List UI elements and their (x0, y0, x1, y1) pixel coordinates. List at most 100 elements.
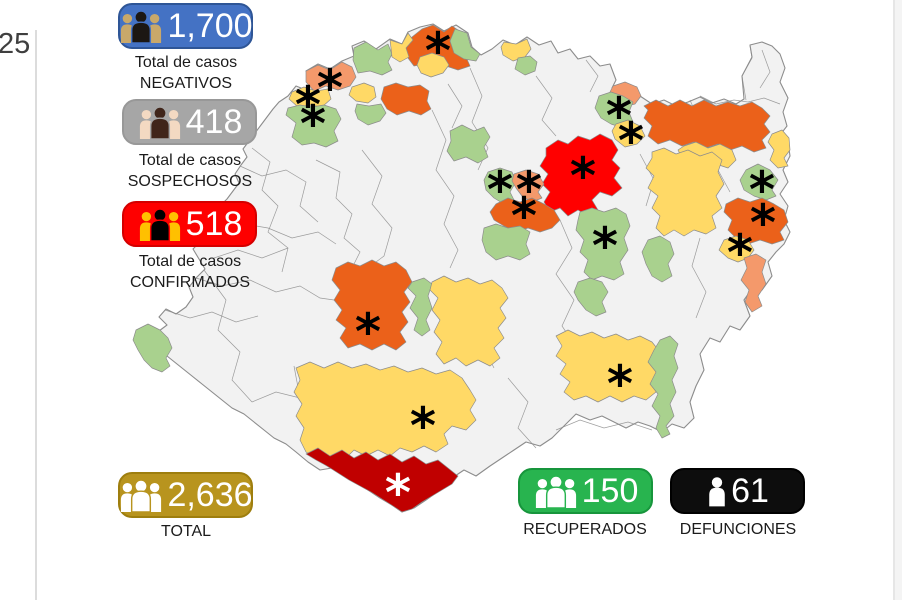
stat-label-line1: Total de casos (138, 152, 242, 169)
municipality-border (741, 45, 753, 101)
stat-badge-total: 2,636 (118, 472, 253, 518)
municipality-border (431, 109, 459, 269)
stat-label-line1: TOTAL (160, 523, 212, 540)
stat-value-recuperados: 150 (581, 472, 639, 510)
municipality-border (361, 149, 393, 269)
municipality-region-green (573, 277, 609, 317)
municipality-region-orange (331, 259, 413, 351)
case-asterisk: * (607, 355, 633, 413)
people-group-icon (533, 474, 579, 508)
stat-label-total: TOTAL (95, 521, 277, 542)
stat-badge-recuperados: 150 (518, 468, 653, 514)
municipality-region-orange (380, 82, 432, 116)
municipality-region-yellow (348, 82, 377, 104)
municipality-region-green (739, 163, 779, 201)
municipality-region-green (514, 55, 538, 76)
case-asterisk: * (385, 464, 411, 522)
case-asterisk: * (516, 161, 542, 219)
municipality-region-yellow (416, 52, 450, 78)
municipality-border (213, 247, 289, 259)
municipality-region-green (594, 91, 634, 129)
case-asterisk: * (749, 161, 775, 219)
case-asterisk: * (570, 147, 596, 205)
municipality-region-yellow (767, 129, 791, 169)
municipality-region-green (446, 124, 491, 164)
municipality-region-orange (723, 197, 789, 245)
stat-label-line1: Total de casos (138, 253, 242, 270)
municipality-region-darkred (305, 447, 459, 513)
municipality-border (239, 165, 319, 223)
municipality-region-green (354, 103, 387, 126)
stat-value-confirmados: 518 (185, 205, 243, 243)
stat-label-recuperados: RECUPERADOS (494, 519, 676, 540)
municipality-border (717, 169, 731, 193)
right-edge-strip (895, 0, 902, 600)
stat-label-defunciones: DEFUNCIONES (647, 519, 829, 540)
municipality-region-green (449, 28, 481, 62)
case-asterisk: * (355, 303, 381, 361)
stat-label-sospechosos: Total de casos SOSPECHOSOS (99, 150, 281, 192)
case-asterisk: * (300, 95, 326, 153)
municipality-region-orange (643, 99, 771, 153)
municipality-border (585, 59, 599, 93)
stat-label-line2: CONFIRMADOS (130, 274, 250, 291)
municipality-border (555, 219, 575, 339)
people-group-icon (118, 478, 164, 512)
municipality-region-green (132, 323, 173, 373)
case-asterisk: * (618, 112, 644, 170)
stat-badge-sospechosos: 418 (122, 99, 257, 145)
municipality-border (759, 49, 771, 89)
municipality-region-red (539, 133, 623, 217)
people-group-icon (137, 207, 183, 241)
stat-label-line2: SOSPECHOSOS (127, 173, 253, 190)
case-asterisk: * (727, 224, 753, 282)
municipality-region-yellow (288, 86, 332, 108)
case-asterisk: * (750, 194, 776, 252)
stat-label-line1: Total de casos (134, 54, 238, 71)
stat-value-sospechosos: 418 (185, 103, 243, 141)
municipality-region-green (575, 207, 631, 281)
municipality-border (447, 83, 463, 129)
case-asterisk: * (295, 76, 321, 134)
stat-label-confirmados: Total de casos CONFIRMADOS (99, 251, 281, 293)
municipality-border (555, 419, 653, 431)
municipality-border (164, 309, 259, 323)
stat-label-line1: DEFUNCIONES (679, 521, 797, 538)
municipality-region-yellow (555, 329, 661, 403)
people-group-icon (118, 9, 164, 43)
stat-label-line1: RECUPERADOS (523, 521, 647, 538)
case-asterisk: * (410, 397, 436, 455)
municipality-region-yellow (611, 119, 646, 148)
municipality-region-yellow (645, 147, 725, 237)
right-divider-line (893, 0, 895, 600)
municipality-border (203, 269, 253, 403)
person-icon (706, 475, 728, 508)
people-group-icon (137, 105, 183, 139)
municipality-region-orange (489, 197, 561, 233)
case-asterisk: * (511, 187, 537, 245)
municipality-region-salmon (511, 169, 545, 203)
stat-badge-defunciones: 61 (670, 468, 805, 514)
stat-label-line2: NEGATIVOS (139, 75, 233, 92)
municipality-border (315, 159, 361, 269)
stat-value-total: 2,636 (167, 476, 253, 514)
municipality-region-salmon (305, 61, 357, 92)
municipality-region-yellow (429, 275, 509, 367)
stat-badge-negativos: 1,700 (118, 3, 253, 49)
stat-badge-confirmados: 518 (122, 201, 257, 247)
stat-value-defunciones: 61 (731, 472, 769, 510)
case-asterisk: * (425, 22, 451, 80)
municipality-region-green (285, 104, 342, 148)
municipality-region-green (641, 235, 675, 283)
municipality-border (699, 95, 781, 105)
municipality-border (195, 277, 335, 301)
stat-label-negativos: Total de casos NEGATIVOS (95, 52, 277, 94)
municipality-region-salmon (740, 253, 767, 313)
municipality-region-yellow (389, 32, 414, 63)
case-asterisk: * (606, 87, 632, 145)
municipality-border (507, 377, 537, 449)
municipality-region-green (481, 223, 531, 261)
municipality-region-green (647, 335, 679, 439)
stat-value-negativos: 1,700 (167, 7, 253, 45)
